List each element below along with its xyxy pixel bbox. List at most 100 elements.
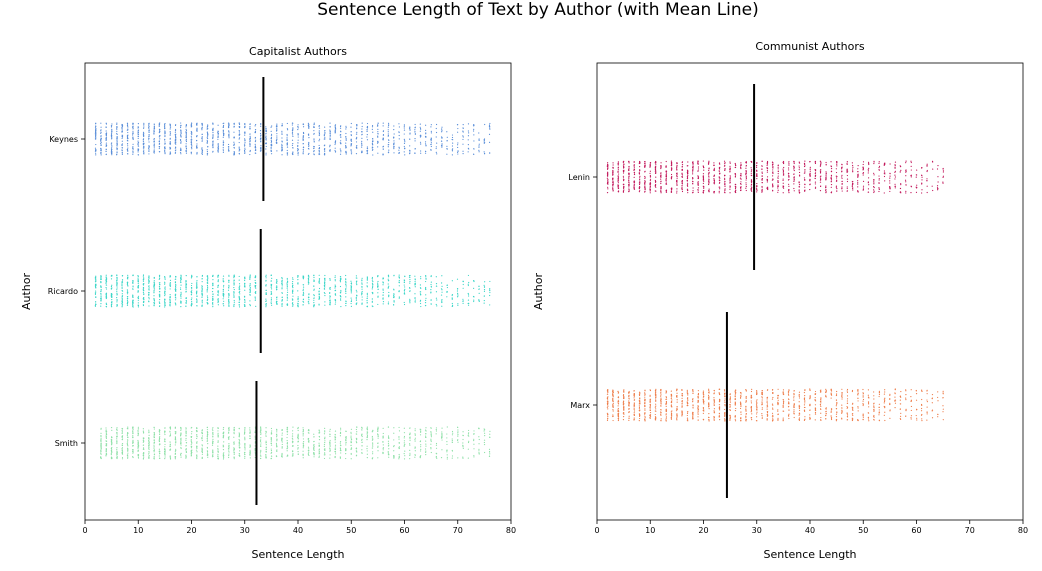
data-point — [361, 438, 363, 440]
data-point — [270, 284, 273, 286]
data-point — [233, 154, 235, 156]
data-point — [148, 446, 150, 448]
data-point — [355, 282, 358, 284]
data-point — [409, 287, 411, 289]
data-point — [137, 456, 139, 458]
data-point — [324, 452, 326, 454]
data-point — [377, 135, 379, 137]
data-point — [425, 276, 427, 278]
data-point — [265, 277, 267, 279]
data-point — [404, 286, 406, 288]
data-point — [297, 142, 299, 144]
data-point — [121, 297, 123, 300]
data-point — [153, 435, 155, 437]
data-point — [350, 440, 352, 442]
data-point — [462, 143, 464, 145]
data-point — [275, 302, 278, 304]
data-point — [473, 128, 475, 130]
data-point — [297, 298, 299, 300]
data-point — [260, 439, 262, 441]
data-point — [100, 286, 102, 288]
data-point — [153, 126, 155, 128]
data-point — [116, 132, 118, 135]
data-point — [382, 284, 384, 286]
data-point — [297, 128, 299, 131]
data-point — [286, 143, 288, 145]
data-point — [366, 457, 368, 459]
data-point — [313, 306, 315, 308]
data-point — [409, 302, 411, 304]
data-point — [286, 426, 288, 428]
data-point — [339, 435, 342, 437]
data-point — [212, 128, 214, 130]
data-point — [249, 429, 251, 431]
data-point — [340, 143, 342, 145]
data-point — [355, 450, 357, 452]
data-point — [393, 295, 395, 297]
data-point — [126, 434, 128, 436]
data-point — [185, 445, 187, 447]
data-point — [105, 132, 108, 134]
data-point — [483, 289, 486, 291]
data-point — [111, 303, 113, 305]
data-point — [270, 432, 273, 434]
data-point — [233, 296, 235, 298]
data-point — [158, 131, 161, 133]
data-point — [121, 282, 123, 284]
data-point — [148, 287, 150, 289]
data-point — [307, 438, 309, 440]
data-point — [111, 284, 113, 286]
data-point — [478, 285, 480, 287]
data-point — [153, 147, 155, 149]
data-point — [467, 135, 470, 137]
data-point — [281, 434, 283, 436]
data-point — [345, 302, 347, 305]
data-point — [142, 289, 144, 291]
data-point — [238, 436, 240, 438]
data-point — [297, 124, 299, 126]
data-point — [361, 277, 363, 279]
data-point — [95, 143, 97, 146]
data-point — [105, 136, 108, 138]
data-point — [270, 452, 272, 454]
data-point — [127, 432, 129, 435]
data-point — [238, 138, 240, 140]
data-point — [419, 291, 421, 293]
data-point — [169, 285, 171, 288]
data-point — [308, 148, 310, 150]
data-point — [238, 152, 240, 155]
data-point — [185, 454, 187, 456]
data-point — [126, 281, 129, 283]
data-point — [111, 152, 113, 155]
data-point — [270, 146, 272, 148]
data-point — [334, 130, 336, 133]
data-point — [329, 445, 331, 447]
data-point — [132, 440, 134, 442]
data-point — [329, 137, 331, 139]
data-point — [403, 440, 406, 442]
data-point — [270, 138, 272, 140]
data-point — [143, 149, 145, 151]
data-point — [424, 143, 427, 145]
data-point — [222, 454, 224, 456]
data-point — [211, 456, 214, 458]
data-point — [142, 448, 145, 450]
data-point — [457, 441, 459, 443]
data-point — [420, 448, 422, 450]
data-point — [345, 436, 347, 438]
data-point — [158, 440, 160, 442]
data-point — [292, 151, 294, 153]
data-point — [409, 444, 411, 446]
data-point — [195, 430, 198, 432]
data-point — [190, 141, 193, 143]
data-point — [116, 149, 118, 151]
data-point — [180, 288, 182, 291]
data-point — [105, 123, 108, 125]
data-point — [276, 133, 278, 135]
data-point — [404, 293, 406, 295]
data-point — [318, 151, 320, 153]
data-point — [159, 296, 161, 298]
data-point — [307, 432, 310, 434]
data-point — [185, 126, 187, 128]
data-point — [361, 288, 363, 290]
